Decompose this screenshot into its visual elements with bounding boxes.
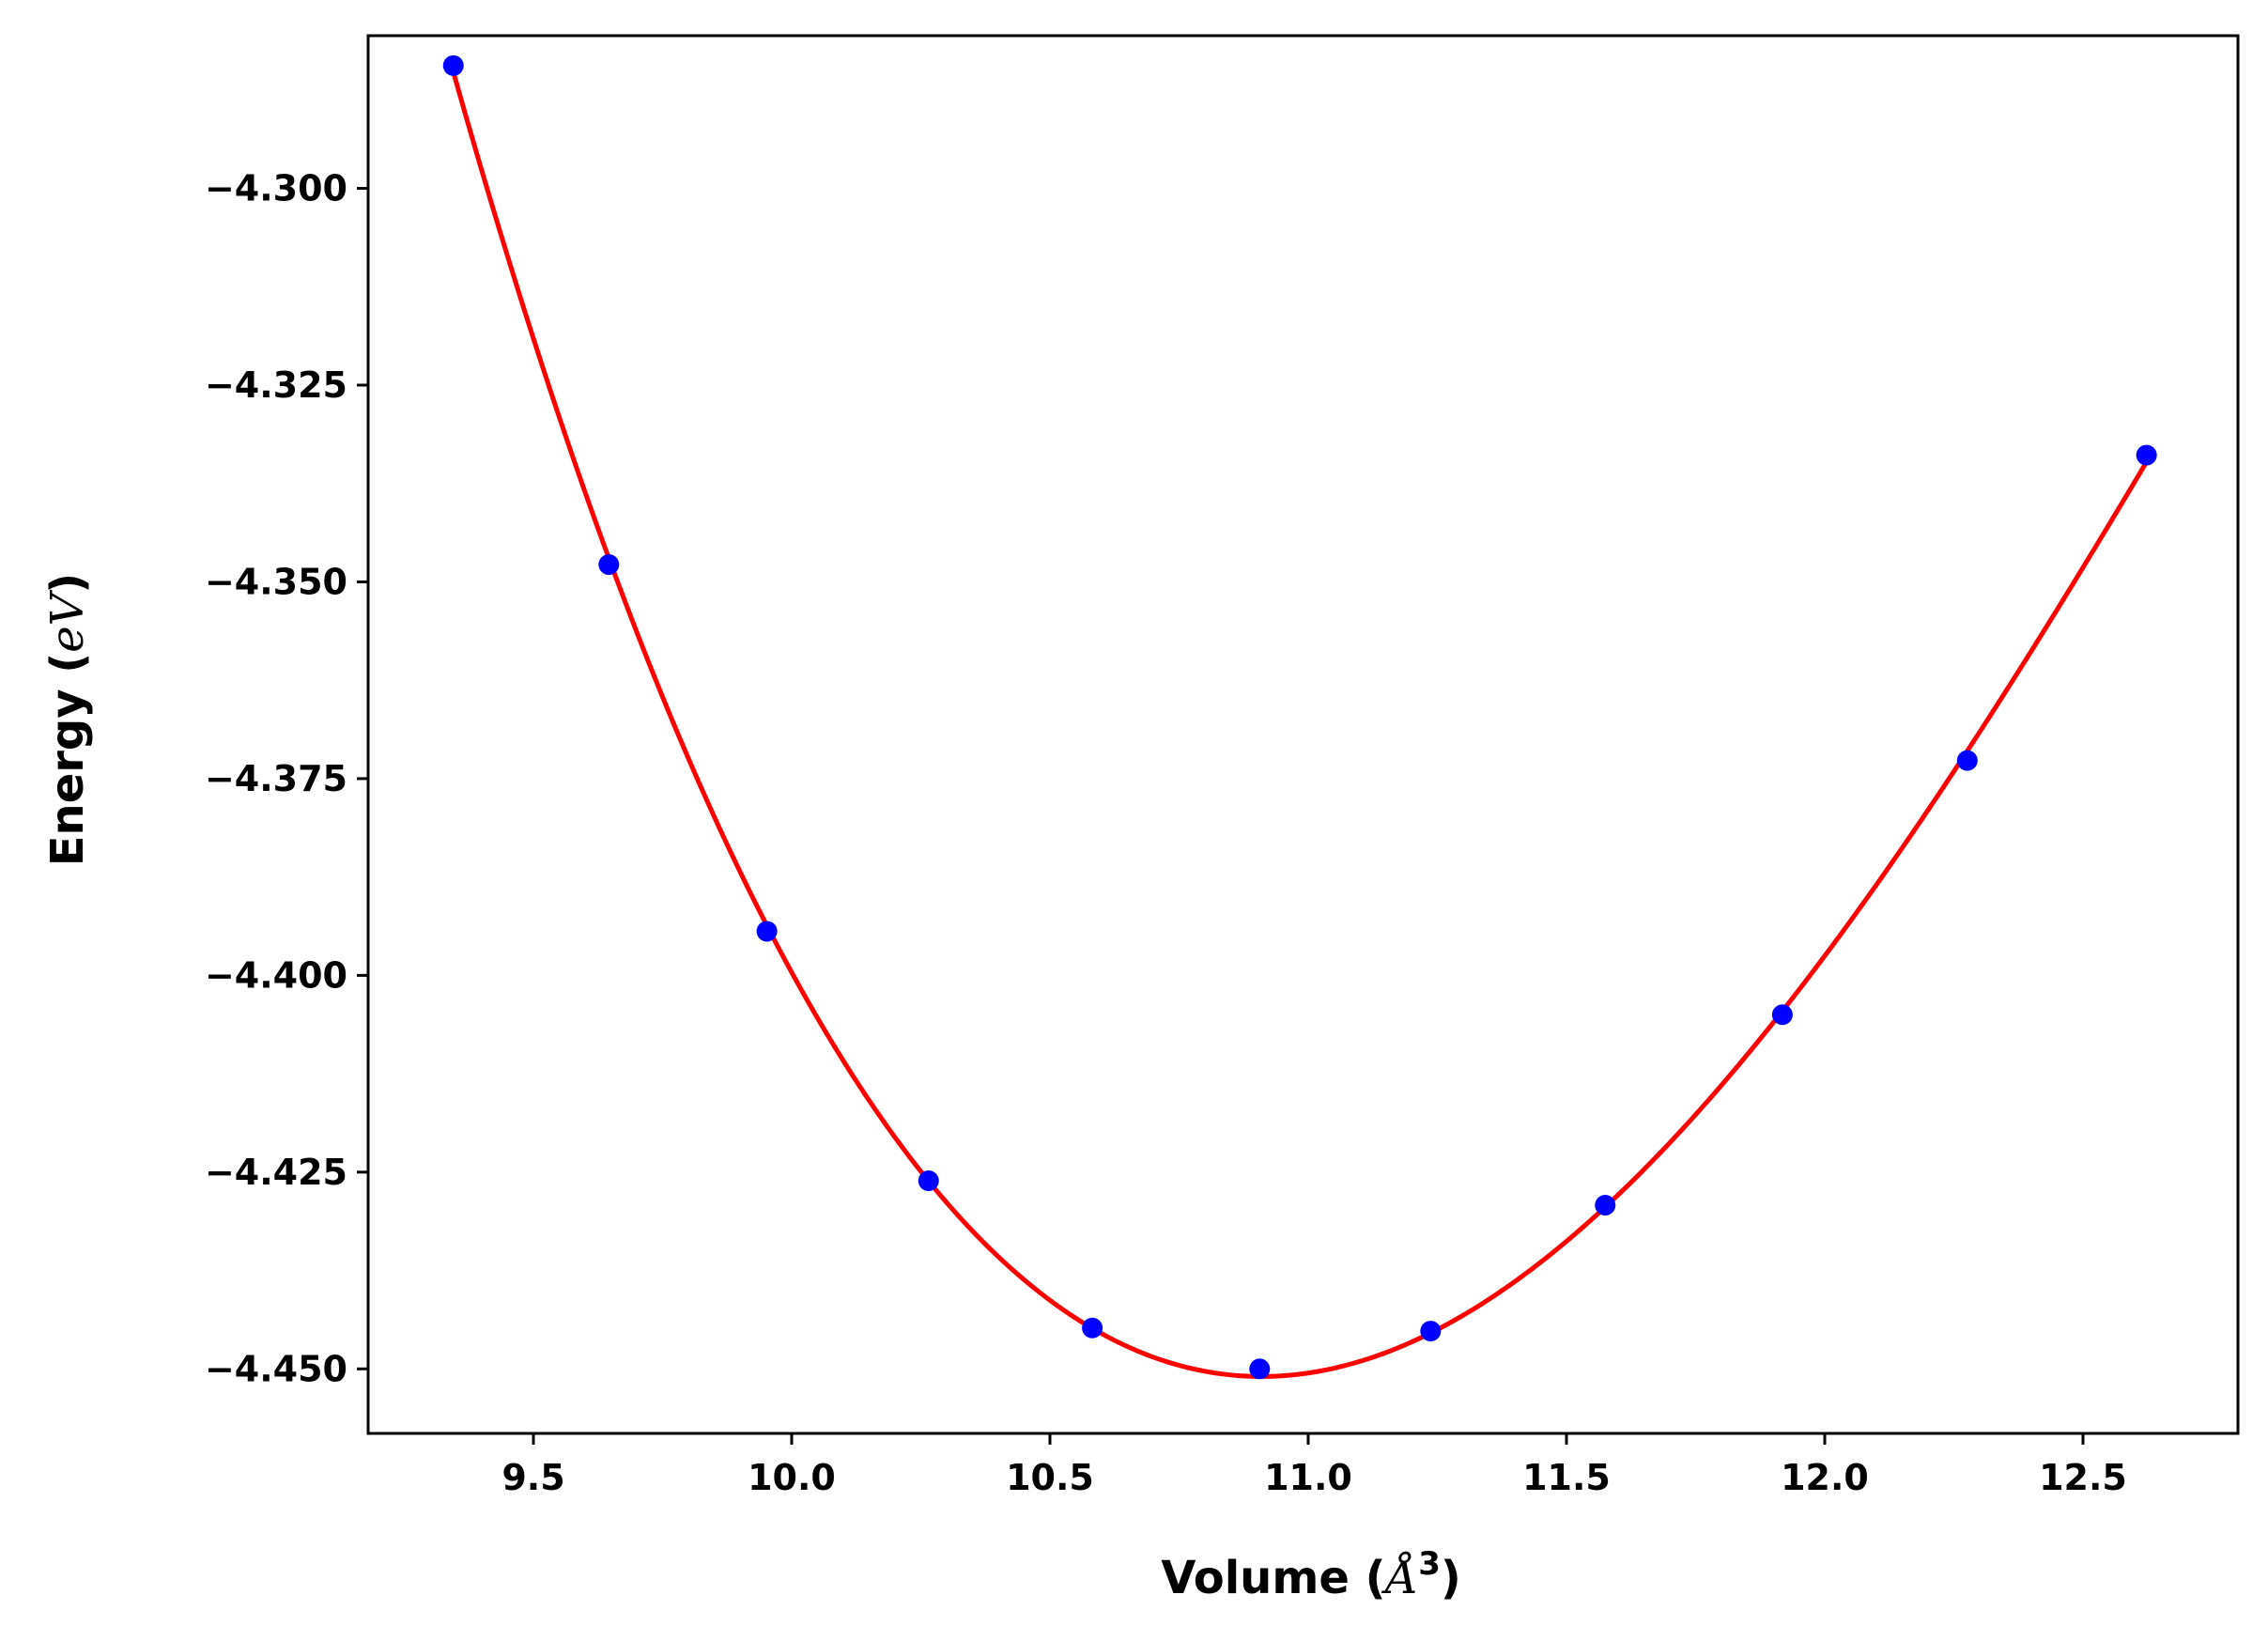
data-point xyxy=(2136,444,2157,466)
data-point xyxy=(442,54,464,76)
y-tick-label: −4.325 xyxy=(205,364,347,406)
y-tick-label: −4.375 xyxy=(205,758,347,799)
y-tick-label: −4.350 xyxy=(205,561,347,602)
x-tick-label: 11.0 xyxy=(1264,1457,1352,1498)
y-tick-label: −4.400 xyxy=(205,954,347,996)
data-point xyxy=(1082,1317,1103,1339)
x-tick-label: 11.5 xyxy=(1522,1457,1611,1498)
x-tick-label: 12.0 xyxy=(1781,1457,1869,1498)
data-point xyxy=(1249,1358,1271,1380)
y-axis-label: Energy (eV) xyxy=(41,573,94,867)
y-tick-label: −4.425 xyxy=(205,1152,347,1193)
plot-frame xyxy=(366,34,2240,1435)
fit-curve xyxy=(451,70,2149,1379)
x-tick-label: 12.5 xyxy=(2039,1457,2127,1498)
x-tick-label: 10.5 xyxy=(1006,1457,1094,1498)
data-point xyxy=(598,554,620,576)
axes: 9.5 10.0 10.5 11.0 11.5 12.0 12.5 −4.300 −4.325 −… xyxy=(205,34,2240,1498)
plot-area xyxy=(442,54,2157,1380)
x-tick-label: 10.0 xyxy=(748,1457,836,1498)
data-point xyxy=(1956,750,1978,771)
x-axis-label: Volume (Å3) xyxy=(1161,1545,1461,1604)
y-tick-label: −4.300 xyxy=(205,168,347,209)
data-point xyxy=(756,921,778,942)
x-tick-label: 9.5 xyxy=(501,1457,564,1498)
data-point xyxy=(1420,1321,1442,1342)
y-tick-label: −4.450 xyxy=(205,1348,347,1389)
data-point xyxy=(918,1170,939,1192)
data-point xyxy=(1771,1004,1793,1026)
data-point xyxy=(1595,1195,1616,1216)
